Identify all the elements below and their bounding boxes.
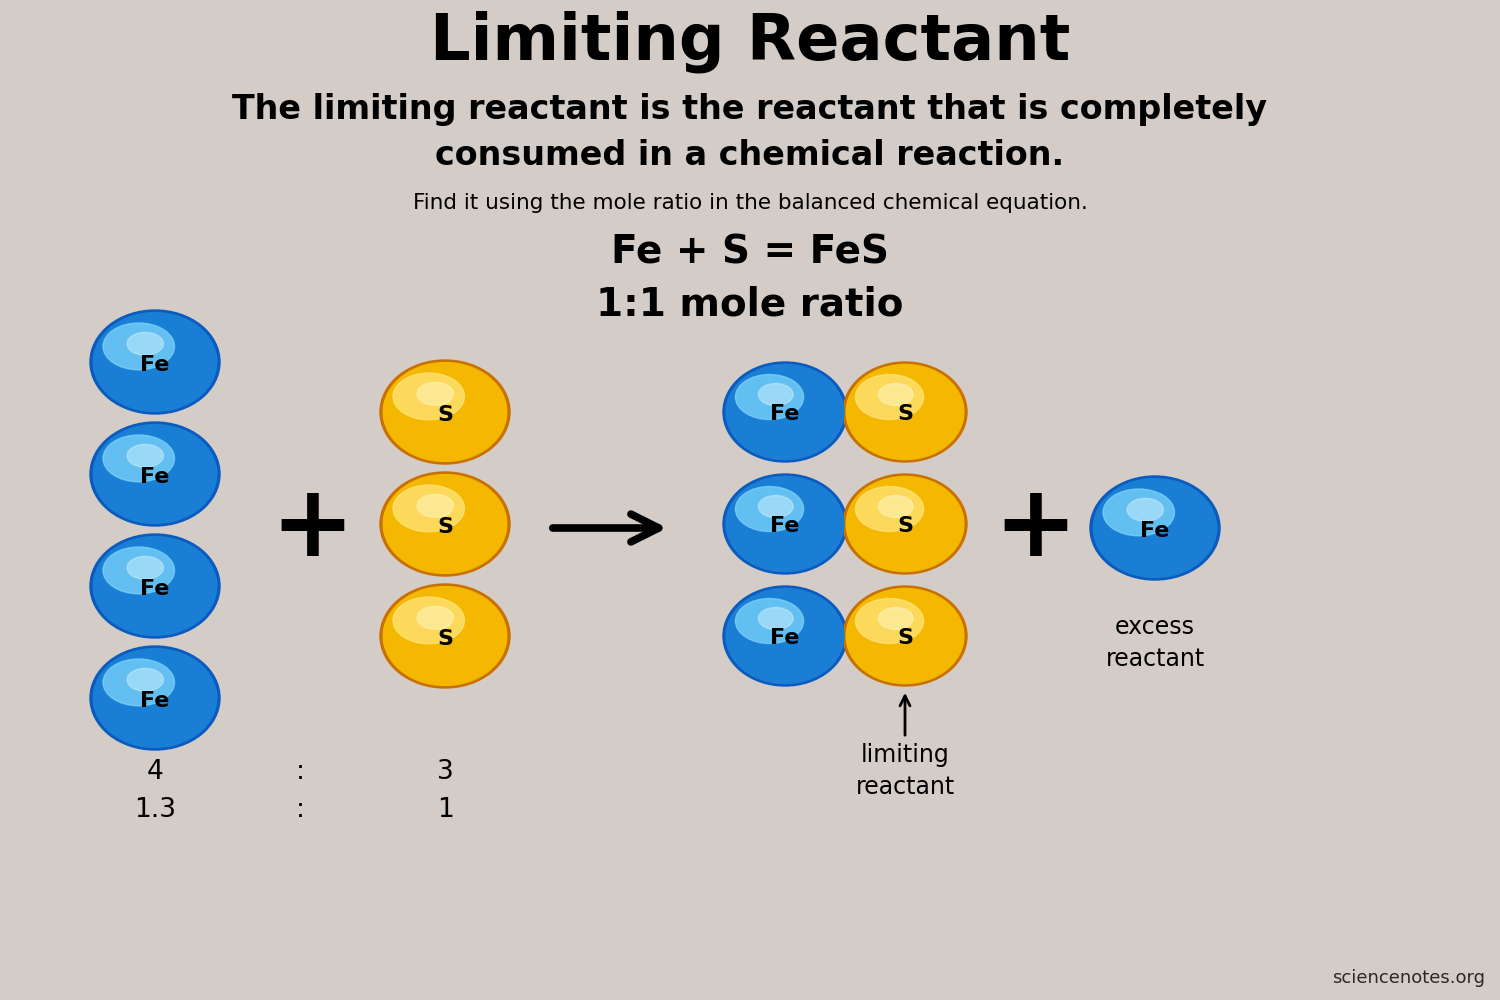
- Text: 3: 3: [436, 759, 453, 785]
- Ellipse shape: [879, 383, 914, 406]
- Ellipse shape: [843, 362, 968, 462]
- Ellipse shape: [90, 310, 220, 414]
- Ellipse shape: [855, 598, 924, 644]
- Text: S: S: [897, 404, 914, 424]
- Ellipse shape: [759, 383, 794, 406]
- Ellipse shape: [1102, 489, 1174, 536]
- Ellipse shape: [723, 586, 848, 686]
- Text: Fe: Fe: [771, 629, 800, 648]
- Text: +: +: [270, 480, 354, 576]
- Ellipse shape: [104, 547, 174, 594]
- Text: Fe: Fe: [141, 691, 170, 711]
- Ellipse shape: [735, 374, 804, 420]
- Ellipse shape: [843, 474, 968, 574]
- Ellipse shape: [384, 587, 507, 685]
- Text: Limiting Reactant: Limiting Reactant: [430, 11, 1070, 73]
- Text: S: S: [897, 629, 914, 648]
- Ellipse shape: [735, 598, 804, 644]
- Ellipse shape: [128, 668, 164, 691]
- Ellipse shape: [1094, 479, 1216, 577]
- Text: Fe: Fe: [771, 404, 800, 424]
- Ellipse shape: [417, 494, 453, 517]
- Ellipse shape: [93, 537, 216, 635]
- Ellipse shape: [93, 649, 216, 747]
- Ellipse shape: [723, 474, 848, 574]
- Ellipse shape: [417, 606, 453, 629]
- Text: Fe: Fe: [141, 467, 170, 487]
- Text: 1:1 mole ratio: 1:1 mole ratio: [597, 286, 903, 324]
- Text: consumed in a chemical reaction.: consumed in a chemical reaction.: [435, 139, 1065, 172]
- Ellipse shape: [843, 586, 968, 686]
- Text: excess
reactant: excess reactant: [1106, 615, 1204, 671]
- Text: 1: 1: [436, 797, 453, 823]
- Ellipse shape: [128, 444, 164, 467]
- Ellipse shape: [846, 477, 964, 572]
- Ellipse shape: [759, 496, 794, 518]
- Text: 4: 4: [147, 759, 164, 785]
- Text: Fe: Fe: [141, 355, 170, 375]
- Ellipse shape: [855, 374, 924, 420]
- Ellipse shape: [380, 584, 510, 688]
- Text: Fe: Fe: [1140, 521, 1170, 541]
- Text: The limiting reactant is the reactant that is completely: The limiting reactant is the reactant th…: [232, 94, 1268, 126]
- Ellipse shape: [726, 588, 844, 684]
- Ellipse shape: [90, 534, 220, 638]
- Ellipse shape: [1090, 476, 1220, 580]
- Ellipse shape: [846, 588, 964, 684]
- Ellipse shape: [1126, 498, 1164, 521]
- Ellipse shape: [380, 472, 510, 576]
- Ellipse shape: [735, 487, 804, 532]
- Text: Fe: Fe: [771, 517, 800, 536]
- Text: +: +: [993, 480, 1077, 576]
- Ellipse shape: [726, 477, 844, 572]
- Ellipse shape: [380, 360, 510, 464]
- Text: S: S: [436, 405, 453, 425]
- Ellipse shape: [759, 608, 794, 630]
- Ellipse shape: [384, 475, 507, 573]
- Text: Find it using the mole ratio in the balanced chemical equation.: Find it using the mole ratio in the bala…: [413, 193, 1088, 213]
- Ellipse shape: [393, 597, 465, 644]
- Ellipse shape: [93, 313, 216, 411]
- Ellipse shape: [128, 556, 164, 579]
- Ellipse shape: [417, 382, 453, 405]
- Ellipse shape: [104, 323, 174, 370]
- Ellipse shape: [93, 425, 216, 523]
- Text: S: S: [897, 517, 914, 536]
- Text: :: :: [296, 797, 304, 823]
- Ellipse shape: [726, 364, 844, 460]
- Ellipse shape: [90, 646, 220, 750]
- Ellipse shape: [104, 659, 174, 706]
- Ellipse shape: [846, 364, 964, 460]
- Ellipse shape: [855, 487, 924, 532]
- Text: :: :: [296, 759, 304, 785]
- Ellipse shape: [723, 362, 848, 462]
- Text: Fe + S = FeS: Fe + S = FeS: [610, 234, 890, 272]
- Text: 1.3: 1.3: [134, 797, 176, 823]
- Ellipse shape: [393, 373, 465, 420]
- Text: S: S: [436, 629, 453, 649]
- Ellipse shape: [104, 435, 174, 482]
- Ellipse shape: [128, 332, 164, 355]
- Text: S: S: [436, 517, 453, 537]
- Text: sciencenotes.org: sciencenotes.org: [1332, 969, 1485, 987]
- Ellipse shape: [879, 608, 914, 630]
- Ellipse shape: [384, 363, 507, 461]
- Text: Fe: Fe: [141, 579, 170, 599]
- Ellipse shape: [90, 422, 220, 526]
- Ellipse shape: [879, 496, 914, 518]
- Text: limiting
reactant: limiting reactant: [855, 743, 954, 799]
- Ellipse shape: [393, 485, 465, 532]
